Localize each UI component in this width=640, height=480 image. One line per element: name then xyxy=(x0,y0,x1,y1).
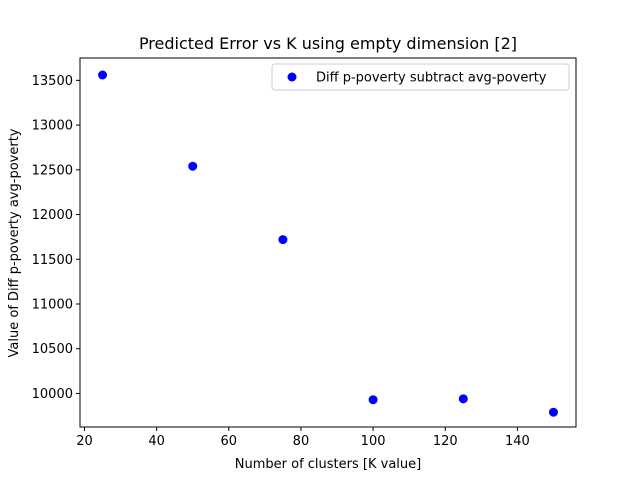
legend: Diff p-poverty subtract avg-poverty xyxy=(271,63,570,91)
data-point xyxy=(368,395,378,405)
y-tick-label: 11000 xyxy=(32,298,73,313)
data-point xyxy=(98,70,108,80)
data-point xyxy=(548,407,558,417)
x-tick-label: 100 xyxy=(361,434,386,449)
x-tick-label: 20 xyxy=(76,434,93,449)
legend-marker xyxy=(287,72,297,82)
y-tick-label: 13500 xyxy=(32,74,73,89)
y-tick-label: 12500 xyxy=(32,163,73,178)
plot-frame xyxy=(79,57,577,428)
legend-label: Diff p-poverty subtract avg-poverty xyxy=(316,71,547,86)
y-tick-label: 10000 xyxy=(32,387,73,402)
y-tick-label: 13000 xyxy=(32,119,73,134)
data-point xyxy=(188,161,198,171)
y-axis-label: Value of Diff p-poverty avg-poverty xyxy=(7,128,22,357)
x-tick-label: 80 xyxy=(293,434,310,449)
x-tick-label: 120 xyxy=(433,434,458,449)
x-tick-label: 40 xyxy=(148,434,165,449)
x-tick-label: 140 xyxy=(505,434,530,449)
legend-box xyxy=(271,63,570,91)
chart-title: Predicted Error vs K using empty dimensi… xyxy=(139,34,517,53)
data-point xyxy=(278,235,288,245)
y-tick-label: 12000 xyxy=(32,208,73,223)
x-tick-label: 60 xyxy=(221,434,238,449)
y-tick-label: 11500 xyxy=(32,253,73,268)
x-axis-label: Number of clusters [K value] xyxy=(235,457,421,472)
plot-area: 20 40 60 80 100 120 140 10000 10500 11000 11500 120… xyxy=(32,57,577,449)
data-point xyxy=(458,394,468,404)
y-tick-label: 10500 xyxy=(32,342,73,357)
